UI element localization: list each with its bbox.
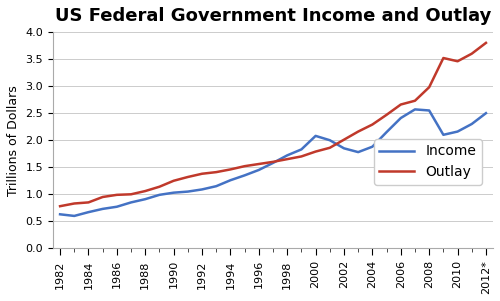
Income [100,207,105,211]
Outlay [228,168,234,171]
Income [370,145,376,148]
Outlay [426,85,432,89]
Income [284,154,290,157]
Income [341,147,347,150]
Outlay [128,192,134,196]
Outlay [242,164,248,168]
Outlay [170,179,176,183]
Income [57,213,63,216]
Outlay [185,175,191,179]
Outlay [114,193,120,197]
Outlay [398,103,404,106]
Income [398,116,404,120]
Income [312,134,318,138]
Outlay [412,99,418,103]
Outlay [454,60,460,63]
Outlay [440,56,446,60]
Outlay [327,146,333,150]
Income [72,214,78,218]
Income [142,197,148,201]
Outlay [142,189,148,193]
Income [213,185,219,188]
Income [440,133,446,137]
Income [327,138,333,142]
Income [128,200,134,204]
Outlay [57,204,63,208]
Y-axis label: Trillions of Dollars: Trillions of Dollars [7,85,20,196]
Income [298,147,304,151]
Income [86,210,91,214]
Outlay [156,185,162,188]
Income [170,191,176,194]
Income [483,111,489,115]
Outlay [483,41,489,45]
Outlay [213,170,219,174]
Outlay [341,138,347,141]
Title: US Federal Government Income and Outlay: US Federal Government Income and Outlay [55,7,491,25]
Income [256,168,262,172]
Outlay [469,52,475,55]
Line: Outlay: Outlay [60,43,486,206]
Income [242,174,248,177]
Income [156,193,162,197]
Outlay [370,123,376,126]
Outlay [72,202,78,205]
Income [228,178,234,182]
Income [469,122,475,126]
Income [454,130,460,133]
Income [384,130,390,134]
Legend: Income, Outlay: Income, Outlay [374,139,482,185]
Outlay [256,162,262,166]
Income [114,205,120,209]
Income [270,161,276,165]
Outlay [298,155,304,158]
Line: Income: Income [60,109,486,216]
Outlay [100,195,105,199]
Outlay [312,150,318,154]
Income [412,107,418,111]
Income [426,109,432,112]
Outlay [384,113,390,116]
Outlay [199,172,205,175]
Income [199,188,205,191]
Outlay [355,130,361,133]
Income [185,190,191,194]
Outlay [284,157,290,161]
Outlay [86,200,91,204]
Income [355,150,361,154]
Outlay [270,160,276,164]
